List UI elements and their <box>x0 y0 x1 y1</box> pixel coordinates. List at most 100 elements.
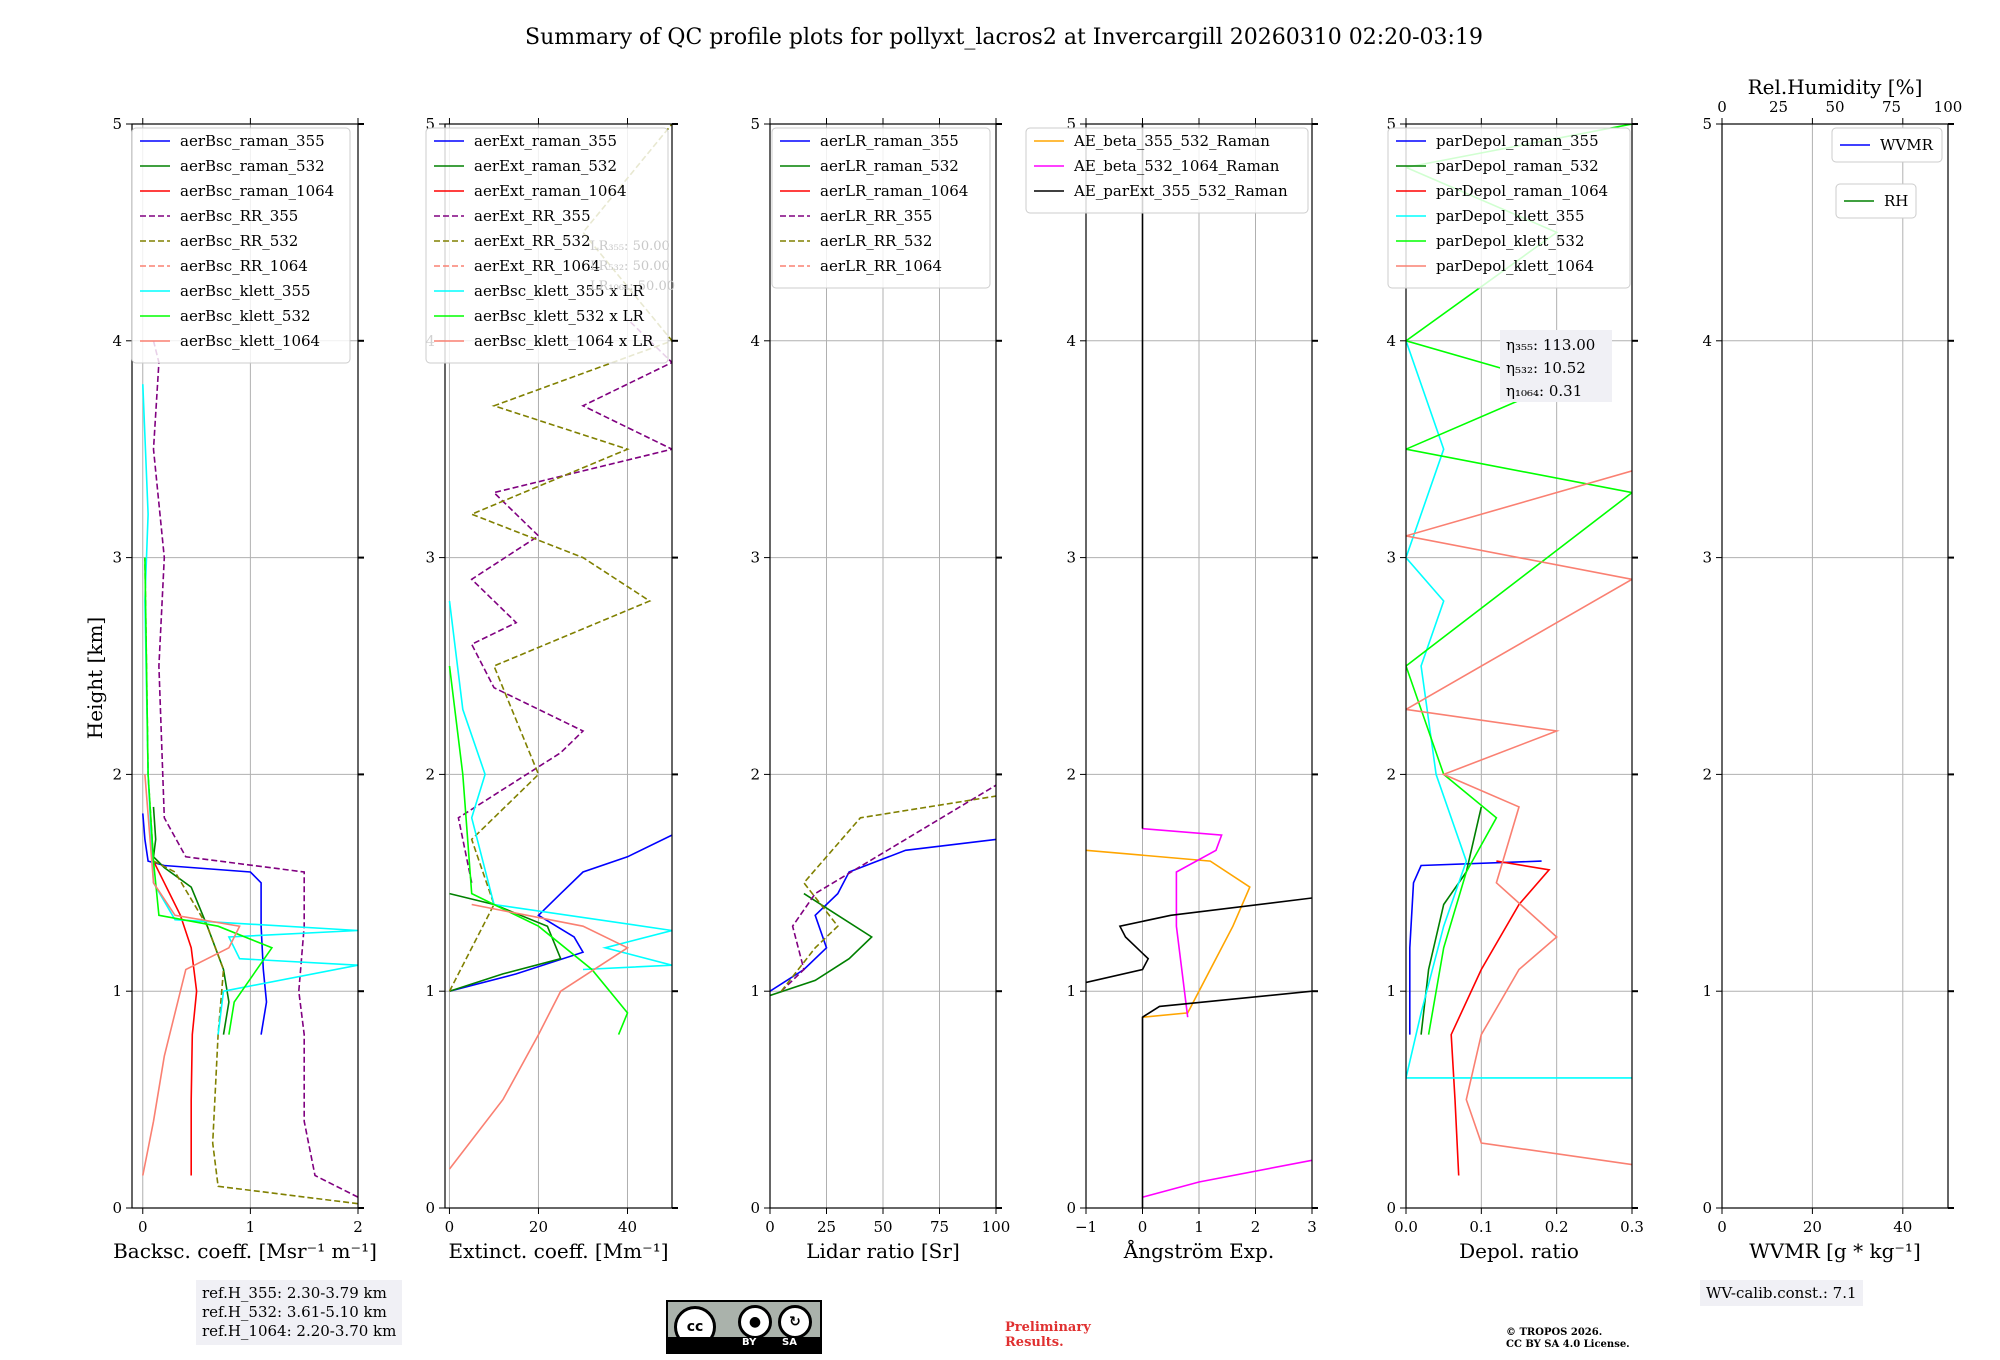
y-tick-label: 1 <box>1702 982 1712 1000</box>
eta-box <box>1500 330 1612 402</box>
grid-wv <box>1721 123 1948 1209</box>
series-line <box>448 903 630 1170</box>
legend-lr: aerLR_raman_355 aerLR_raman_532 aerLR_rama… <box>771 127 991 289</box>
top-x-axis-label: Rel.Humidity [%] <box>1748 75 1923 99</box>
legend-label: aerExt_raman_532 <box>474 157 617 175</box>
series-line <box>144 557 274 1035</box>
legend-label: aerExt_RR_532 <box>474 232 591 250</box>
panel-bsc: 0 1 2 0 1 2 3 4 5 Backsc. coeff. [Msr⁻¹ m⁻¹] aerBs… <box>112 115 376 1263</box>
legend-label: WVMR <box>1880 136 1934 154</box>
x-tick-label: 50 <box>873 1218 892 1236</box>
preliminary-line-2: Results. <box>1005 1335 1064 1350</box>
x-tick-label: 0 <box>1717 1218 1727 1236</box>
legend-label: AE_beta_532_1064_Raman <box>1073 157 1280 175</box>
series-line <box>449 834 672 992</box>
series-line <box>1142 1159 1312 1198</box>
x-tick-label: 0.0 <box>1394 1218 1418 1236</box>
legend-box <box>1387 127 1631 289</box>
cc-sa-label: SA <box>782 1337 797 1348</box>
legend-label: parDepol_raman_532 <box>1436 157 1599 175</box>
x-tick-label: 1 <box>1194 1218 1204 1236</box>
series-group-ext <box>448 124 672 1170</box>
legend-label: aerExt_raman_1064 <box>474 182 627 200</box>
y-tick-label: 4 <box>1386 332 1396 350</box>
legend-label: aerBsc_klett_1064 x LR <box>474 332 654 350</box>
series-line <box>1450 860 1551 1176</box>
y-axis-label: Height [km] <box>83 617 107 739</box>
series-line <box>1086 897 1312 984</box>
preliminary-line-1: Preliminary <box>1005 1320 1091 1335</box>
legend-box <box>131 127 351 364</box>
series-line <box>1406 340 1632 1079</box>
panel-wv: 0 20 40 0 1 2 3 4 5 WVMR [g * kg⁻¹] 0 25 50 75 100 Rel.… <box>1702 75 1962 1263</box>
legend-label: aerLR_RR_355 <box>820 207 932 225</box>
legend-label: aerLR_raman_532 <box>820 157 959 175</box>
series-line <box>448 600 672 971</box>
legend-box-0 <box>1831 127 1943 163</box>
legend-label: aerBsc_klett_1064 <box>180 332 320 350</box>
x-tick-label: −1 <box>1075 1218 1097 1236</box>
reference-height-box: ref.H_355: 2.30-3.79 km ref.H_532: 3.61-… <box>196 1280 403 1345</box>
series-group-ae <box>1086 124 1312 1208</box>
y-tick-label: 3 <box>750 549 760 567</box>
legend-label: aerLR_raman_355 <box>820 132 959 150</box>
x-tick-label: 40 <box>618 1218 637 1236</box>
grid-ae <box>1085 123 1313 1209</box>
y-tick-label: 3 <box>1386 549 1396 567</box>
top-x-tick-label: 100 <box>1934 98 1963 116</box>
x-tick-label: 20 <box>1803 1218 1822 1236</box>
axes-frame-ext <box>444 123 673 1209</box>
axes-frame-wv <box>1721 123 1949 1209</box>
legend-box <box>771 127 991 289</box>
axes-frame-bsc <box>131 123 359 1209</box>
series-line <box>780 784 996 992</box>
y-tick-label: 2 <box>750 765 760 783</box>
top-x-tick-label: 25 <box>1769 98 1788 116</box>
series-line <box>142 813 268 1035</box>
eta-annotation: η₅₃₂: 10.52 <box>1506 359 1586 377</box>
x-tick-label: 40 <box>1893 1218 1912 1236</box>
y-tick-label: 0 <box>1066 1199 1076 1217</box>
preliminary-results-note: Preliminary Results. <box>1005 1320 1091 1350</box>
x-axis-label-bsc: Backsc. coeff. [Msr⁻¹ m⁻¹] <box>113 1239 377 1263</box>
legend-dep: parDepol_raman_355 parDepol_raman_532 parD… <box>1387 127 1631 289</box>
legend-box-1 <box>1835 183 1917 219</box>
legend-label: aerBsc_klett_532 <box>180 307 311 325</box>
series-group-lr <box>770 784 996 997</box>
legend-label: aerBsc_RR_1064 <box>180 257 308 275</box>
y-tick-label: 5 <box>750 115 760 133</box>
x-tick-label: 2 <box>353 1218 363 1236</box>
y-tick-label: 2 <box>1386 765 1396 783</box>
x-tick-label: 1 <box>246 1218 256 1236</box>
eta-annotation: η₃₅₅: 113.00 <box>1506 336 1595 354</box>
top-x-tick-label: 0 <box>1717 98 1727 116</box>
legend-label: aerLR_RR_1064 <box>820 257 942 275</box>
legend-label: RH <box>1884 192 1908 210</box>
legend-label: aerBsc_raman_532 <box>180 157 325 175</box>
legend-label: aerBsc_raman_1064 <box>180 182 334 200</box>
y-tick-label: 4 <box>112 332 122 350</box>
x-tick-label: 0 <box>765 1218 775 1236</box>
legend-label: AE_beta_355_532_Raman <box>1073 132 1270 150</box>
y-tick-label: 5 <box>425 115 435 133</box>
wv-calibration-box: WV-calib.const.: 7.1 <box>1700 1280 1863 1306</box>
legend-label: aerExt_raman_355 <box>474 132 617 150</box>
ref-height-355: ref.H_355: 2.30-3.79 km <box>202 1284 387 1302</box>
series-line <box>1406 470 1632 1166</box>
x-tick-label: 0.3 <box>1620 1218 1644 1236</box>
y-tick-label: 1 <box>750 982 760 1000</box>
legend-box <box>1025 127 1309 214</box>
top-x-tick-label: 75 <box>1882 98 1901 116</box>
by-person-icon: ● <box>738 1305 772 1339</box>
legend-label: aerBsc_RR_532 <box>180 232 298 250</box>
legend-box <box>425 127 669 364</box>
sa-share-icon: ↻ <box>778 1305 812 1339</box>
series-line <box>448 124 672 992</box>
legend-label: aerExt_RR_1064 <box>474 257 600 275</box>
series-line <box>152 860 198 1176</box>
y-tick-label: 3 <box>1066 549 1076 567</box>
y-tick-label: 0 <box>1386 1199 1396 1217</box>
y-tick-label: 3 <box>1702 549 1712 567</box>
